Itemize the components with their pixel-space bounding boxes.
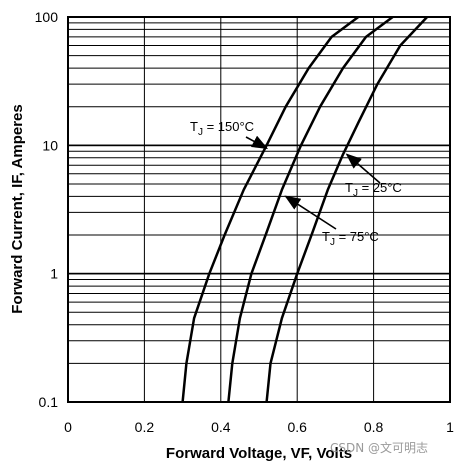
x-tick-label: 1 (446, 419, 454, 435)
x-tick-label: 0.8 (364, 419, 384, 435)
annotation-arrow (345, 153, 381, 184)
y-tick-label: 0.1 (39, 394, 59, 410)
annotation-arrow (284, 195, 337, 230)
y-tick-label: 100 (35, 9, 59, 25)
tick-labels: 0 0.2 0.4 0.6 0.8 1 0.1 1 10 100 (35, 9, 454, 435)
y-tick-label: 1 (50, 266, 58, 282)
watermark: CSDN @文可明志 (330, 440, 428, 455)
annotation-arrow (245, 135, 269, 149)
x-tick-label: 0 (64, 419, 72, 435)
annotations: TJ = 150°C TJ = 25°C TJ = 75°C (190, 119, 402, 248)
annotation-label: TJ = 75°C (322, 229, 379, 248)
x-tick-label: 0.4 (211, 419, 231, 435)
annotation-label: TJ = 150°C (190, 119, 254, 138)
series-line (265, 16, 429, 403)
annotation-label: TJ = 25°C (345, 180, 402, 199)
x-axis-label: Forward Voltage, VF, Volts (166, 445, 352, 462)
x-tick-label: 0.6 (287, 419, 307, 435)
series-line (181, 15, 360, 403)
y-axis-label: Forward Current, IF, Amperes (9, 104, 26, 314)
y-tick-label: 10 (42, 137, 58, 153)
series-line (227, 15, 394, 403)
grid (68, 17, 450, 402)
curves (181, 15, 429, 403)
plot-frame (67, 16, 451, 403)
x-tick-label: 0.2 (135, 419, 155, 435)
